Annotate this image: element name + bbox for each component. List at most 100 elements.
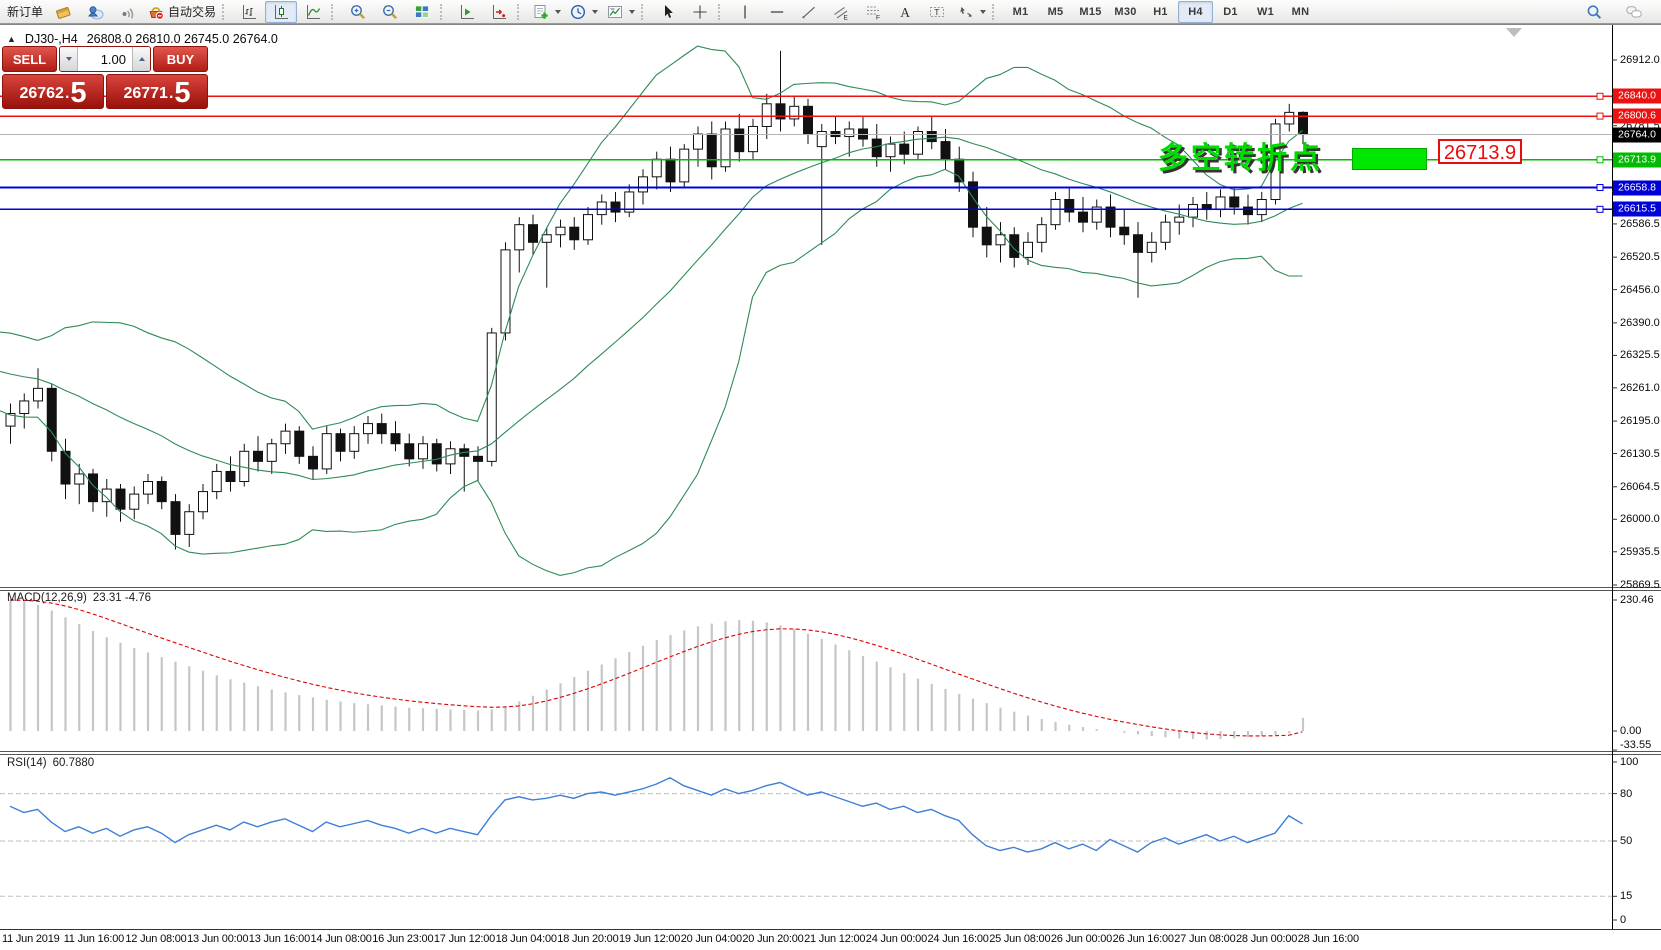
rsi-value: 60.7880 — [52, 757, 95, 769]
trendline-icon — [802, 6, 815, 18]
dropdown-caret-icon — [592, 9, 599, 14]
hline-icon — [770, 10, 784, 13]
rsi-tick-label: 80 — [1620, 787, 1633, 800]
volume-decrease-button[interactable] — [60, 47, 78, 71]
auto-scroll-button[interactable] — [483, 1, 515, 23]
templates-button[interactable] — [602, 1, 639, 23]
fibonacci-icon: F — [867, 6, 880, 21]
rsi-tick-label: 0 — [1620, 914, 1627, 926]
chat-button[interactable] — [1618, 1, 1650, 23]
book-icon — [56, 6, 71, 19]
fibonacci-button[interactable]: F — [857, 1, 889, 23]
price-chart-canvas[interactable] — [0, 25, 1661, 950]
time-axis-label: 14 Jun 08:00 — [310, 933, 372, 945]
timeframe-m15-button[interactable]: M15 — [1079, 5, 1102, 18]
price-badge: 26800.6 — [1613, 108, 1661, 124]
price-callout-label[interactable]: 26713.9 — [1438, 139, 1522, 164]
toolbar-right-icons — [1578, 1, 1658, 23]
timeframe-h4-button[interactable]: H4 — [1178, 0, 1214, 23]
price-tick-label: 26130.5 — [1620, 447, 1660, 460]
time-axis-label: 25 Jun 08:00 — [989, 933, 1051, 945]
line-chart-button[interactable] — [297, 1, 329, 23]
search-button[interactable] — [1578, 1, 1610, 23]
zoom-out-button[interactable] — [374, 1, 406, 23]
time-axis-label: 11 Jun 16:00 — [63, 933, 125, 945]
buy-button[interactable]: BUY — [153, 46, 208, 72]
profile-cloud-icon[interactable] — [79, 1, 111, 23]
time-axis-label: 17 Jun 12:00 — [433, 933, 496, 945]
signals-icon[interactable] — [111, 1, 143, 23]
periods-icon — [571, 4, 586, 19]
time-axis-label: 28 Jun 16:00 — [1297, 933, 1359, 945]
periods-button[interactable] — [565, 1, 602, 23]
macd-values: 23.31 -4.76 — [92, 592, 152, 604]
crosshair-button[interactable] — [684, 1, 716, 23]
vline-icon — [744, 5, 746, 18]
timeframe-mn-button[interactable]: MN — [1291, 5, 1310, 18]
new-order-button[interactable]: 新订单 — [3, 1, 47, 23]
rsi-name: RSI(14) — [7, 757, 47, 769]
equidistant-channel-button[interactable]: E — [825, 1, 857, 23]
price-tick-label: 26912.0 — [1620, 54, 1660, 66]
text-label-button[interactable]: T — [921, 1, 953, 23]
buy-price-dot: . — [168, 85, 174, 102]
sell-button[interactable]: SELL — [2, 46, 57, 72]
zoom-out-icon — [383, 4, 398, 19]
bar-chart-icon — [243, 4, 257, 19]
tile-windows-icon — [415, 5, 429, 18]
volume-input[interactable]: 1.00 — [100, 51, 126, 67]
time-axis-label: 20 Jun 04:00 — [680, 933, 742, 945]
buy-price-pip: 5 — [174, 77, 191, 109]
rsi-tick-label: 15 — [1620, 890, 1633, 903]
timeframe-w1-button[interactable]: W1 — [1256, 5, 1275, 18]
book-icon[interactable] — [47, 1, 79, 23]
rsi-tick-label: 100 — [1620, 756, 1639, 768]
toolbar-group-separator — [440, 3, 448, 20]
timeframe-m30-button[interactable]: M30 — [1114, 5, 1137, 18]
collapse-arrow-icon[interactable]: ▲ — [7, 34, 16, 44]
tile-windows-button[interactable] — [406, 1, 438, 23]
rsi-tick-label: 50 — [1620, 835, 1633, 847]
highlight-rectangle[interactable] — [1352, 148, 1427, 170]
price-badge: 26713.9 — [1613, 152, 1661, 168]
trendline-button[interactable] — [793, 1, 825, 23]
zoom-in-button[interactable] — [342, 1, 374, 23]
auto-trading-button[interactable]: 自动交易 — [143, 1, 220, 23]
auto-trading-button-label: 自动交易 — [168, 5, 217, 19]
macd-name: MACD(12,26,9) — [7, 592, 87, 604]
sell-price-display[interactable]: 26762. 5 — [2, 74, 104, 109]
buy-price-display[interactable]: 26771. 5 — [106, 74, 208, 109]
svg-text:A: A — [900, 5, 910, 20]
macd-indicator-label: MACD(12,26,9) 23.31 -4.76 — [7, 592, 151, 604]
sell-price-dot: . — [64, 85, 70, 102]
volume-increase-button[interactable] — [132, 47, 150, 71]
chat-icon — [1626, 5, 1642, 17]
candle-chart-icon — [275, 4, 289, 19]
arrows-button[interactable] — [953, 1, 990, 23]
candlestick-chart-button[interactable] — [265, 0, 298, 23]
timeframe-h1-button[interactable]: H1 — [1153, 5, 1168, 18]
timeframe-m1-button[interactable]: M1 — [1012, 5, 1029, 18]
bar-chart-button[interactable] — [233, 1, 265, 23]
timeframe-d1-button[interactable]: D1 — [1223, 5, 1238, 18]
dropdown-caret-icon — [629, 9, 636, 14]
toolbar-button-groups: 新订单 自动交易 E F A T M1 M5 M15 M30 H1 H4 D1 W1 MN — [3, 0, 1318, 23]
chart-window[interactable]: ▲ DJ30-,H4 26808.0 26810.0 26745.0 26764… — [0, 24, 1661, 949]
price-badge: 26764.0 — [1613, 127, 1661, 143]
chart-shift-button[interactable] — [451, 1, 483, 23]
price-tick-label: 26456.0 — [1620, 283, 1660, 296]
timeframe-m5-button[interactable]: M5 — [1047, 5, 1064, 18]
price-tick-label: 26325.5 — [1620, 349, 1660, 362]
toolbar-group-separator — [331, 3, 339, 20]
chart-shift-icon — [461, 4, 475, 19]
scroll-to-end-marker-icon[interactable] — [1506, 28, 1522, 37]
auto-trading-icon — [149, 6, 164, 20]
vertical-line-button[interactable] — [729, 1, 761, 23]
horizontal-line-button[interactable] — [761, 1, 793, 23]
new-order-button-label: 新订单 — [7, 5, 44, 19]
indicators-button[interactable] — [528, 1, 565, 23]
turning-point-annotation[interactable]: 多空转折点 — [1158, 142, 1323, 175]
signals-icon — [122, 7, 134, 19]
cursor-button[interactable] — [652, 1, 684, 23]
text-button[interactable]: A — [889, 1, 921, 23]
